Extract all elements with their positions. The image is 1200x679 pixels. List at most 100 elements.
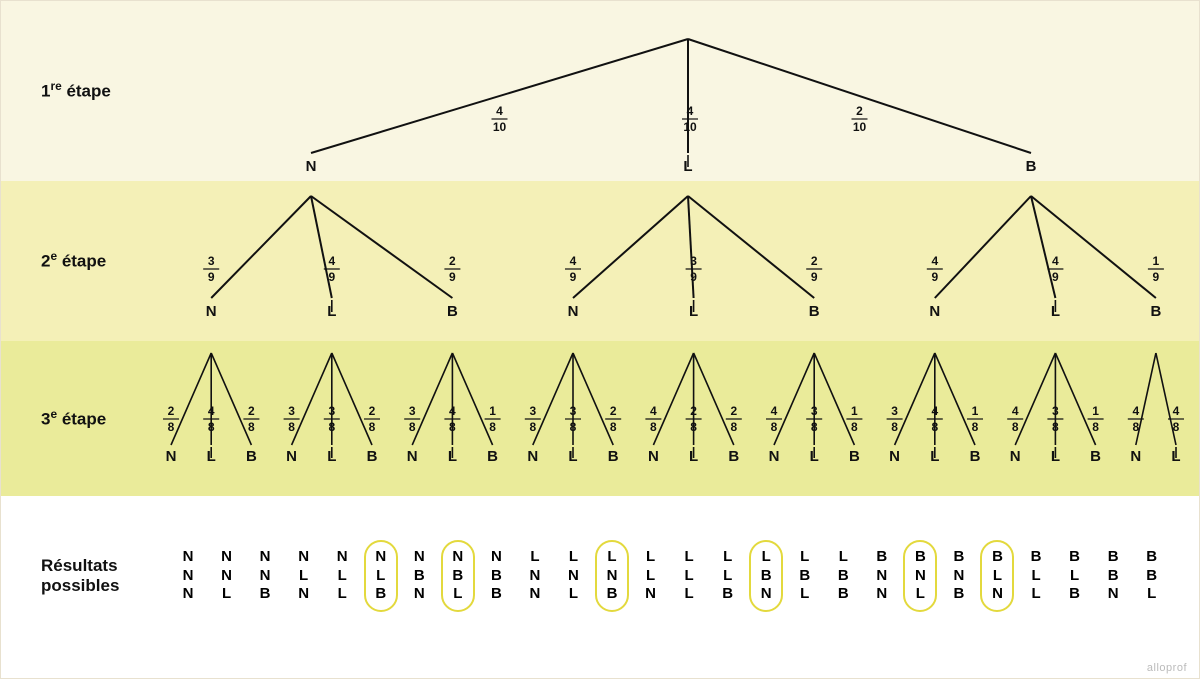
svg-text:B: B (1090, 448, 1101, 465)
svg-text:10: 10 (493, 120, 507, 134)
svg-text:8: 8 (650, 420, 657, 434)
svg-text:8: 8 (811, 420, 818, 434)
svg-text:4: 4 (931, 404, 938, 418)
svg-text:8: 8 (931, 420, 938, 434)
result-NLN: NLN (287, 540, 321, 612)
svg-text:8: 8 (248, 420, 255, 434)
result-BLL: BLL (1019, 540, 1053, 612)
svg-text:1: 1 (851, 404, 858, 418)
svg-text:8: 8 (1092, 420, 1099, 434)
svg-text:4: 4 (1052, 254, 1059, 268)
svg-text:1: 1 (1153, 254, 1160, 268)
svg-text:8: 8 (1052, 420, 1059, 434)
svg-text:4: 4 (1132, 404, 1139, 418)
result-BLB: BLB (1058, 540, 1092, 612)
svg-text:9: 9 (931, 270, 938, 284)
svg-text:2: 2 (449, 254, 456, 268)
svg-text:N: N (769, 448, 780, 465)
svg-text:9: 9 (328, 270, 335, 284)
svg-text:8: 8 (1173, 420, 1180, 434)
svg-text:4: 4 (1173, 404, 1180, 418)
result-BLN: BLN (980, 540, 1014, 612)
svg-text:8: 8 (328, 420, 335, 434)
result-LBN: LBN (749, 540, 783, 612)
svg-text:9: 9 (449, 270, 456, 284)
svg-text:8: 8 (891, 420, 898, 434)
svg-text:N: N (206, 303, 217, 320)
svg-text:10: 10 (683, 120, 697, 134)
svg-text:N: N (527, 448, 538, 465)
svg-text:9: 9 (1052, 270, 1059, 284)
svg-text:N: N (166, 448, 177, 465)
result-BNL: BNL (903, 540, 937, 612)
svg-text:3: 3 (811, 404, 818, 418)
svg-text:8: 8 (449, 420, 456, 434)
svg-text:B: B (809, 303, 820, 320)
svg-text:3: 3 (288, 404, 295, 418)
svg-text:1: 1 (489, 404, 496, 418)
result-BNN: BNN (865, 540, 899, 612)
svg-text:2: 2 (811, 254, 818, 268)
svg-text:3: 3 (1052, 404, 1059, 418)
svg-text:4: 4 (771, 404, 778, 418)
svg-text:N: N (648, 448, 659, 465)
svg-text:4: 4 (1012, 404, 1019, 418)
result-LNL: LNL (556, 540, 590, 612)
result-LNB: LNB (595, 540, 629, 612)
result-NBN: NBN (402, 540, 436, 612)
svg-text:2: 2 (610, 404, 617, 418)
svg-text:N: N (889, 448, 900, 465)
result-BBL: BBL (1135, 540, 1169, 612)
svg-text:N: N (286, 448, 297, 465)
svg-text:9: 9 (690, 270, 697, 284)
results-label: Résultatspossibles (41, 556, 161, 597)
svg-text:9: 9 (811, 270, 818, 284)
svg-text:9: 9 (1153, 270, 1160, 284)
results-row: Résultatspossibles NNNNNLNNBNLNNLLNLBNBN… (1, 496, 1199, 656)
svg-text:4: 4 (687, 104, 694, 118)
svg-text:8: 8 (1132, 420, 1139, 434)
svg-text:B: B (487, 448, 498, 465)
svg-text:B: B (849, 448, 860, 465)
svg-text:N: N (1010, 448, 1021, 465)
svg-text:10: 10 (853, 120, 867, 134)
svg-text:4: 4 (931, 254, 938, 268)
svg-text:4: 4 (570, 254, 577, 268)
result-LLN: LLN (634, 540, 668, 612)
result-LBL: LBL (788, 540, 822, 612)
result-LNN: LNN (518, 540, 552, 612)
result-NLL: NLL (325, 540, 359, 612)
svg-text:2: 2 (690, 404, 697, 418)
svg-text:3: 3 (690, 254, 697, 268)
svg-text:8: 8 (730, 420, 737, 434)
svg-text:B: B (1026, 158, 1037, 175)
svg-text:N: N (929, 303, 940, 320)
svg-text:2: 2 (168, 404, 175, 418)
svg-text:8: 8 (851, 420, 858, 434)
svg-text:2: 2 (248, 404, 255, 418)
svg-text:8: 8 (570, 420, 577, 434)
svg-text:B: B (970, 448, 981, 465)
result-LBB: LBB (826, 540, 860, 612)
svg-text:4: 4 (449, 404, 456, 418)
svg-text:3: 3 (409, 404, 416, 418)
svg-text:8: 8 (168, 420, 175, 434)
svg-text:B: B (1150, 303, 1161, 320)
svg-text:4: 4 (208, 404, 215, 418)
result-NNN: NNN (171, 540, 205, 612)
svg-text:B: B (367, 448, 378, 465)
svg-text:B: B (608, 448, 619, 465)
svg-text:8: 8 (489, 420, 496, 434)
svg-text:N: N (1130, 448, 1141, 465)
svg-text:3: 3 (570, 404, 577, 418)
svg-text:3: 3 (208, 254, 215, 268)
svg-text:N: N (568, 303, 579, 320)
results-list: NNNNNLNNBNLNNLLNLBNBNNBLNBBLNNLNLLNBLLNL… (171, 496, 1169, 656)
svg-text:8: 8 (1012, 420, 1019, 434)
svg-text:4: 4 (650, 404, 657, 418)
svg-text:2: 2 (730, 404, 737, 418)
result-NLB: NLB (364, 540, 398, 612)
svg-text:3: 3 (529, 404, 536, 418)
svg-text:3: 3 (891, 404, 898, 418)
svg-text:B: B (246, 448, 257, 465)
